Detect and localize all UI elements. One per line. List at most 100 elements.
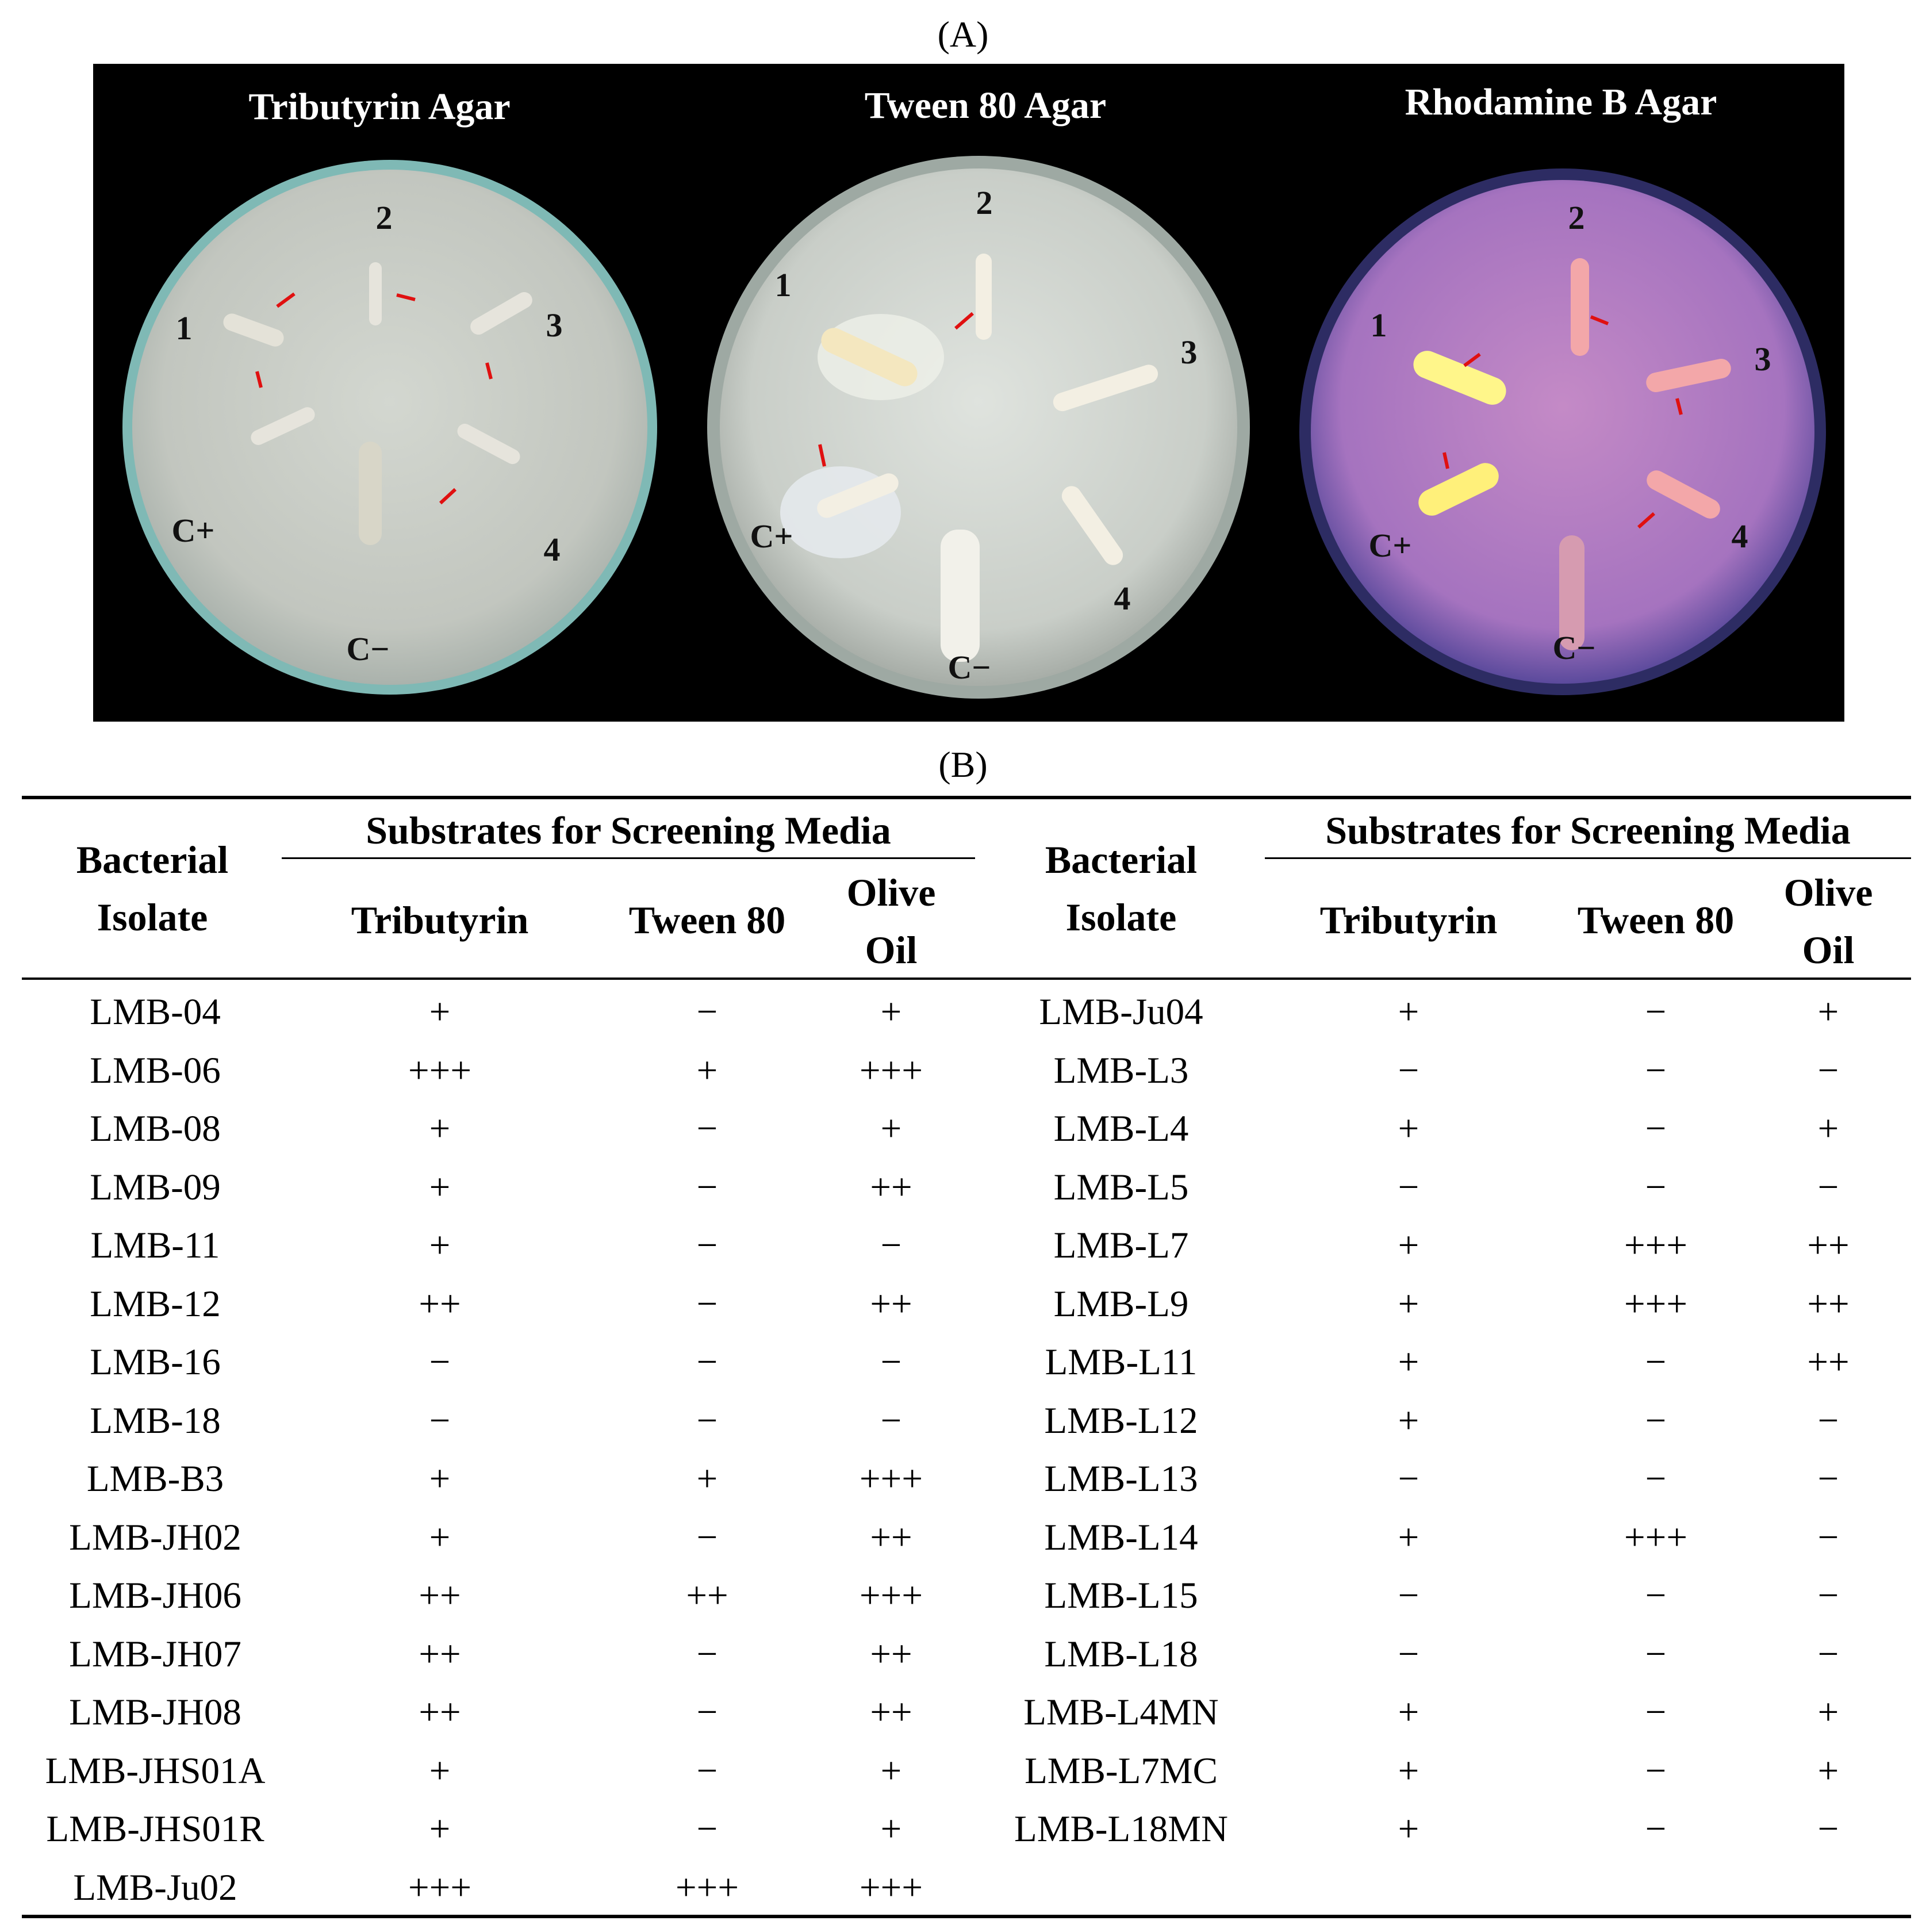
header-tween-80: Tween 80: [628, 898, 786, 942]
streak-3: [1053, 365, 1158, 412]
tween80-plate: [707, 156, 1250, 699]
olive-oil-cell: ++: [870, 1516, 912, 1558]
olive-oil-cell: ++: [1807, 1283, 1850, 1325]
tributyrin-plate: [122, 160, 657, 695]
tween80-cell: +++: [676, 1866, 739, 1908]
olive-oil-cell: −: [1817, 1458, 1839, 1500]
tween80-cell: −: [1645, 1049, 1667, 1091]
isolate-cell: LMB-L7: [1053, 1225, 1189, 1266]
tween80-cell: −: [1645, 1808, 1667, 1850]
isolate-cell: LMB-L15: [1044, 1575, 1198, 1616]
tween80-cell: −: [696, 1692, 718, 1733]
isolate-cell: LMB-12: [90, 1283, 221, 1325]
isolate-cell: LMB-L12: [1044, 1400, 1198, 1442]
tributyrin-cell: +++: [408, 1049, 471, 1091]
tween80-cell: −: [1645, 1400, 1667, 1442]
marker-1: 1: [175, 309, 193, 347]
olive-oil-cell: ++: [870, 1283, 912, 1325]
isolate-cell: LMB-04: [90, 991, 221, 1033]
isolate-cell: LMB-L9: [1053, 1283, 1189, 1325]
streak-4: [1061, 486, 1123, 565]
olive-oil-cell: +: [880, 991, 902, 1033]
panel-b-label: (B): [938, 744, 988, 785]
marker-cplus: C+: [750, 518, 793, 555]
marker-4: 4: [1114, 580, 1131, 617]
tributyrin-cell: +: [1398, 1225, 1419, 1266]
tween80-cell: −: [1645, 1692, 1667, 1733]
olive-oil-cell: −: [880, 1225, 902, 1266]
isolate-cell: LMB-JH07: [69, 1633, 241, 1675]
tween80-cell: −: [1645, 1108, 1667, 1149]
olive-oil-cell: +++: [860, 1575, 923, 1616]
isolate-cell: LMB-18: [90, 1400, 221, 1442]
tributyrin-cell: −: [1398, 1166, 1419, 1208]
tributyrin-cell: ++: [419, 1575, 461, 1616]
marker-3: 3: [1180, 334, 1198, 371]
streak-2: [1571, 258, 1589, 356]
olive-oil-cell: −: [1817, 1400, 1839, 1442]
header-substrates-group: Substrates for Screening Media: [366, 808, 891, 852]
isolate-cell: LMB-L7MC: [1025, 1750, 1218, 1792]
plates-drawing: [122, 156, 1826, 699]
olive-oil-cell: −: [880, 1400, 902, 1442]
tween80-cell: −: [1645, 1341, 1667, 1383]
streak-3: [470, 292, 532, 335]
tween80-cell: +++: [1624, 1225, 1687, 1266]
table-bottom-rule: [22, 1915, 1911, 1918]
isolate-cell: LMB-JHS01R: [46, 1808, 264, 1850]
olive-oil-cell: −: [1817, 1166, 1839, 1208]
tributyrin-cell: +: [429, 1166, 451, 1208]
isolate-cell: LMB-09: [90, 1166, 221, 1208]
tween80-cell: −: [696, 1341, 718, 1383]
tributyrin-cell: −: [429, 1400, 451, 1442]
tween80-cell: −: [696, 1633, 718, 1675]
tributyrin-cell: −: [1398, 1633, 1419, 1675]
marker-4: 4: [1731, 518, 1748, 555]
tween80-cell: −: [1645, 1575, 1667, 1616]
tween80-cell: −: [1645, 1750, 1667, 1792]
tributyrin-cell: −: [1398, 1575, 1419, 1616]
header-bacterial-isolate: Bacterial Isolate: [76, 838, 229, 939]
marker-4: 4: [543, 531, 561, 568]
tributyrin-cell: +++: [408, 1866, 471, 1908]
tween80-cell: −: [696, 1166, 718, 1208]
isolate-cell: LMB-Ju02: [73, 1866, 237, 1908]
olive-oil-cell: +++: [860, 1866, 923, 1908]
marker-3: 3: [1754, 340, 1771, 378]
tween80-cell: −: [696, 1516, 718, 1558]
panel-a-label: (A): [937, 14, 989, 55]
tributyrin-cell: +: [429, 1458, 451, 1500]
streak-cplus: [817, 473, 899, 518]
streak-4: [457, 423, 520, 465]
olive-oil-cell: −: [1817, 1808, 1839, 1850]
olive-oil-cell: +: [880, 1108, 902, 1149]
olive-oil-cell: ++: [870, 1166, 912, 1208]
olive-oil-cell: ++: [1807, 1341, 1850, 1383]
tween80-cell: −: [696, 1108, 718, 1149]
plate-title-tween80: Tween 80 Agar: [864, 85, 1107, 126]
isolate-cell: LMB-08: [90, 1108, 221, 1149]
header-olive-oil: Olive Oil: [1783, 871, 1873, 972]
tween80-cell: −: [1645, 1458, 1667, 1500]
marker-cminus: C−: [346, 630, 390, 668]
header-tributyrin: Tributyrin: [351, 898, 529, 942]
agar-plates-photograph: Tributyrin Agar Tween 80 Agar Rhodamine …: [93, 64, 1844, 722]
table-top-rule: [22, 796, 1911, 799]
olive-oil-cell: −: [880, 1341, 902, 1383]
isolate-cell: LMB-JH08: [69, 1692, 241, 1733]
group-rule-left: [282, 857, 975, 859]
olive-oil-cell: ++: [1807, 1225, 1850, 1266]
isolate-cell: LMB-L11: [1045, 1341, 1198, 1383]
isolate-cell: LMB-L5: [1053, 1166, 1189, 1208]
tributyrin-cell: +: [429, 1225, 451, 1266]
isolate-cell: LMB-Ju04: [1039, 991, 1203, 1033]
olive-oil-cell: ++: [870, 1692, 912, 1733]
olive-oil-cell: +++: [860, 1458, 923, 1500]
streak-2: [976, 254, 992, 340]
tributyrin-cell: +: [1398, 1108, 1419, 1149]
olive-oil-cell: +: [1817, 1692, 1839, 1733]
olive-oil-cell: −: [1817, 1575, 1839, 1616]
tributyrin-cell: +: [429, 1750, 451, 1792]
header-tween-80: Tween 80: [1577, 898, 1735, 942]
streak-1: [1413, 351, 1506, 405]
